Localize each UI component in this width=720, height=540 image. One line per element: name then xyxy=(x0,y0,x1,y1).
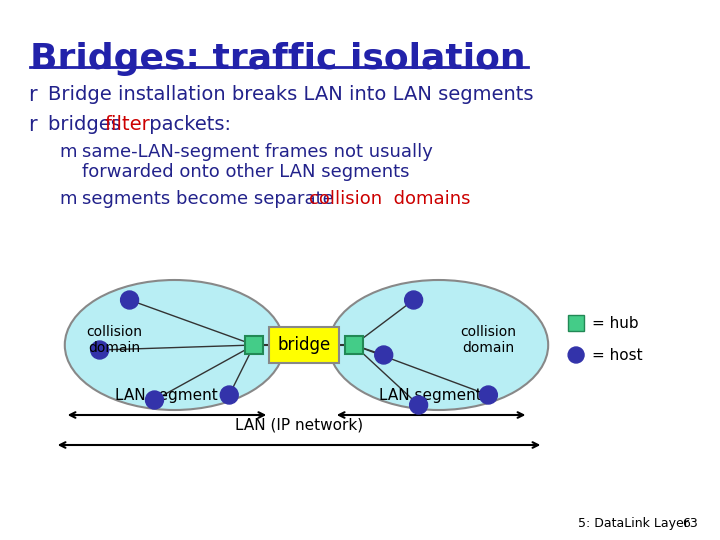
Text: LAN (IP network): LAN (IP network) xyxy=(235,418,363,433)
Text: packets:: packets: xyxy=(143,115,230,134)
Circle shape xyxy=(410,396,428,414)
Text: 63: 63 xyxy=(682,517,698,530)
Text: Bridges: traffic isolation: Bridges: traffic isolation xyxy=(30,42,526,76)
Ellipse shape xyxy=(65,280,284,410)
Circle shape xyxy=(480,386,498,404)
Text: = host: = host xyxy=(592,348,643,362)
Text: m: m xyxy=(60,143,77,161)
FancyBboxPatch shape xyxy=(345,336,363,354)
Text: segments become separate: segments become separate xyxy=(82,190,339,208)
Text: collision
domain: collision domain xyxy=(460,325,516,355)
Circle shape xyxy=(220,386,238,404)
Ellipse shape xyxy=(329,280,548,410)
Text: r: r xyxy=(28,115,37,135)
Text: collision  domains: collision domains xyxy=(309,190,470,208)
Text: LAN segment: LAN segment xyxy=(115,388,218,403)
Text: filter: filter xyxy=(104,115,150,134)
FancyBboxPatch shape xyxy=(568,315,584,331)
Text: Bridge installation breaks LAN into LAN segments: Bridge installation breaks LAN into LAN … xyxy=(48,85,534,104)
Text: LAN segment: LAN segment xyxy=(379,388,482,403)
Text: r: r xyxy=(28,85,37,105)
Text: collision
domain: collision domain xyxy=(86,325,143,355)
Circle shape xyxy=(145,391,163,409)
Circle shape xyxy=(568,347,584,363)
Circle shape xyxy=(374,346,392,364)
Circle shape xyxy=(121,291,138,309)
Text: m: m xyxy=(60,190,77,208)
Text: 5: DataLink Layer: 5: DataLink Layer xyxy=(578,517,689,530)
Text: forwarded onto other LAN segments: forwarded onto other LAN segments xyxy=(82,163,409,181)
Text: bridge: bridge xyxy=(277,336,330,354)
Text: bridges: bridges xyxy=(48,115,127,134)
Circle shape xyxy=(91,341,109,359)
FancyBboxPatch shape xyxy=(246,336,263,354)
Text: same-LAN-segment frames not usually: same-LAN-segment frames not usually xyxy=(82,143,433,161)
FancyBboxPatch shape xyxy=(269,327,339,363)
Text: = hub: = hub xyxy=(592,315,639,330)
Circle shape xyxy=(405,291,423,309)
